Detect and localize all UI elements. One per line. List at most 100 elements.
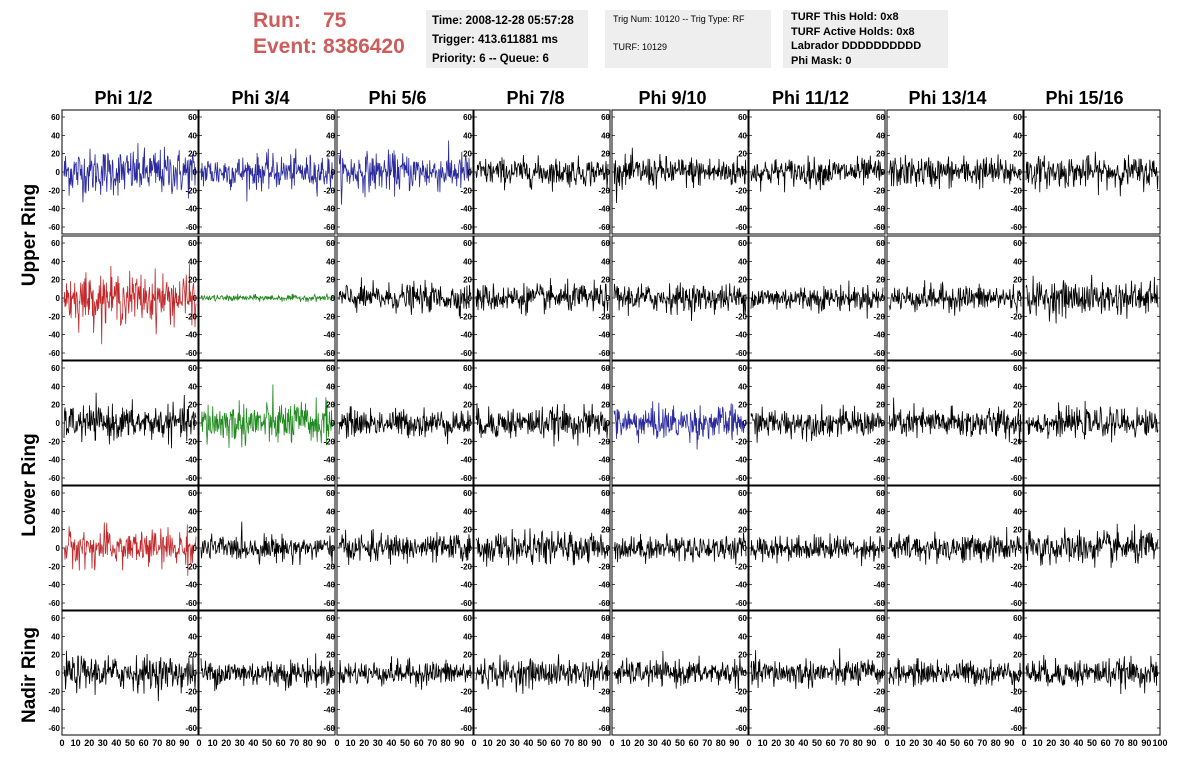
y-tick-label: -40 — [460, 706, 472, 715]
phi-mask-text: Phi Mask: 0 — [791, 54, 852, 67]
y-tick-label: -40 — [1010, 331, 1022, 340]
y-tick-label: 0 — [881, 294, 886, 303]
y-tick-label: 20 — [326, 651, 335, 660]
y-tick-label: -60 — [735, 474, 747, 483]
x-tick-label: 70 — [702, 738, 712, 748]
y-tick-label: 20 — [51, 401, 60, 410]
y-tick-label: -60 — [185, 349, 197, 358]
y-tick-label: 40 — [876, 131, 885, 140]
column-header-phi-13-14: Phi 13/14 — [908, 88, 987, 108]
y-tick-label: 60 — [326, 364, 335, 373]
waveform-trace — [475, 154, 609, 192]
y-tick-label: 20 — [1013, 150, 1022, 159]
column-header-phi-1-2: Phi 1/2 — [94, 88, 153, 108]
column-header-phi-3-4: Phi 3/4 — [231, 88, 290, 108]
y-tick-label: 20 — [876, 276, 885, 285]
y-tick-label: 0 — [193, 168, 198, 177]
y-tick-label: 20 — [188, 401, 197, 410]
y-tick-label: 20 — [601, 276, 610, 285]
y-tick-label: 40 — [601, 257, 610, 266]
x-tick-label: 30 — [510, 738, 520, 748]
y-tick-label: -20 — [1010, 437, 1022, 446]
y-tick-label: 0 — [56, 669, 61, 678]
y-tick-label: 0 — [331, 419, 336, 428]
x-tick-label: 20 — [496, 738, 506, 748]
y-tick-label: 20 — [51, 150, 60, 159]
y-tick-label: 40 — [51, 507, 60, 516]
y-tick-label: 40 — [876, 632, 885, 641]
x-tick-label: 50 — [950, 738, 960, 748]
y-tick-label: 0 — [606, 168, 611, 177]
turf-info-box: TURF This Hold: 0x8 TURF Active Holds: 0… — [783, 10, 948, 68]
y-tick-label: -60 — [185, 474, 197, 483]
y-tick-label: 60 — [326, 489, 335, 498]
y-tick-label: 60 — [738, 614, 747, 623]
y-tick-label: 40 — [738, 507, 747, 516]
y-tick-label: -40 — [185, 581, 197, 590]
y-tick-label: 40 — [463, 131, 472, 140]
y-tick-label: -40 — [735, 331, 747, 340]
priority-text: Priority: 6 -- Queue: 6 — [432, 53, 549, 65]
waveform-panel-r5-c2: 60 40 20 0 -20 -40 -60 — [185, 610, 336, 736]
y-tick-label: 20 — [738, 651, 747, 660]
waveform-trace — [613, 401, 747, 450]
y-tick-label: -20 — [185, 687, 197, 696]
x-tick-label: 30 — [785, 738, 795, 748]
y-tick-label: 0 — [1018, 168, 1023, 177]
y-tick-label: 20 — [188, 276, 197, 285]
waveform-panel-r3-c6: 60 40 20 0 -20 -40 -60 — [735, 360, 886, 486]
y-tick-label: 0 — [606, 544, 611, 553]
x-tick-label: 10 — [71, 738, 81, 748]
y-tick-label: 20 — [463, 276, 472, 285]
y-tick-label: -20 — [735, 562, 747, 571]
y-tick-label: -20 — [873, 312, 885, 321]
y-tick-label: -20 — [460, 437, 472, 446]
x-tick-label: 0 — [884, 738, 889, 748]
x-tick-label: 80 — [578, 738, 588, 748]
y-tick-label: -20 — [735, 687, 747, 696]
x-tick-label: 40 — [386, 738, 396, 748]
waveform-panel-r4-c4: 60 40 20 0 -20 -40 -60 — [460, 485, 611, 611]
x-tick-label: 30 — [98, 738, 108, 748]
y-tick-label: 20 — [738, 526, 747, 535]
y-tick-label: 60 — [188, 614, 197, 623]
waveform-trace — [750, 280, 884, 319]
y-tick-label: -60 — [598, 474, 610, 483]
waveform-trace — [1025, 400, 1159, 443]
x-tick-label: 90 — [729, 738, 739, 748]
y-tick-label: -20 — [873, 687, 885, 696]
waveform-trace — [63, 264, 197, 345]
y-tick-label: 60 — [51, 364, 60, 373]
y-tick-label: 0 — [881, 544, 886, 553]
y-tick-label: -40 — [873, 331, 885, 340]
y-tick-label: -20 — [323, 687, 335, 696]
waveform-trace — [1025, 655, 1159, 695]
y-tick-label: 40 — [188, 382, 197, 391]
x-tick-label: 60 — [1101, 738, 1111, 748]
x-tick-label: 40 — [798, 738, 808, 748]
y-tick-label: -40 — [1010, 205, 1022, 214]
y-tick-label: -60 — [873, 474, 885, 483]
y-tick-label: -20 — [48, 687, 60, 696]
y-tick-label: -40 — [873, 205, 885, 214]
y-tick-label: -40 — [1010, 581, 1022, 590]
y-tick-label: -40 — [1010, 456, 1022, 465]
y-tick-label: -60 — [460, 474, 472, 483]
y-tick-label: -20 — [735, 312, 747, 321]
y-tick-label: -20 — [185, 312, 197, 321]
waveform-panel-r5-c5: 60 40 20 0 -20 -40 -60 — [598, 610, 749, 736]
x-tick-label: 0 — [471, 738, 476, 748]
y-tick-label: 60 — [876, 113, 885, 122]
y-tick-label: -60 — [735, 349, 747, 358]
y-tick-label: -60 — [1010, 724, 1022, 733]
y-tick-label: -60 — [1010, 474, 1022, 483]
y-tick-label: 60 — [738, 113, 747, 122]
y-tick-label: 60 — [51, 239, 60, 248]
y-tick-label: -20 — [185, 437, 197, 446]
x-tick-label: 100 — [1152, 738, 1167, 748]
run-label: Run: — [253, 9, 301, 32]
y-tick-label: -40 — [48, 331, 60, 340]
x-tick-label: 20 — [909, 738, 919, 748]
x-tick-label: 70 — [427, 738, 437, 748]
y-tick-label: 60 — [601, 614, 610, 623]
